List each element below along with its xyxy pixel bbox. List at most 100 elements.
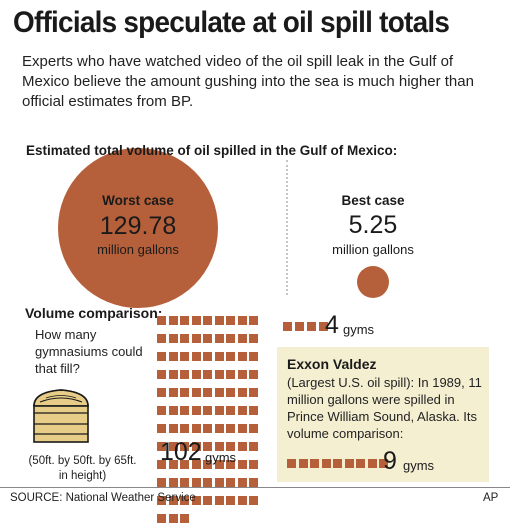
gym-square [157, 460, 166, 469]
gym-square [180, 514, 189, 523]
gym-square [157, 388, 166, 397]
gym-square [203, 460, 212, 469]
gym-square [237, 352, 247, 361]
exxon-description: (Largest U.S. oil spill): In 1989, 11 mi… [287, 375, 482, 441]
gym-square [214, 388, 224, 397]
gym-square [180, 442, 189, 451]
gym-square [157, 334, 166, 343]
gym-square [249, 334, 258, 343]
volume-question: How many gymnasiums could that fill? [35, 327, 143, 376]
gym-square [214, 442, 224, 451]
gym-square [237, 442, 247, 451]
gym-square [191, 370, 201, 379]
gym-square [168, 496, 178, 505]
gym-square [191, 442, 201, 451]
gym-square [237, 460, 247, 469]
worst-case-label: Worst case [102, 193, 174, 208]
gym-square [168, 406, 178, 415]
gym-square [249, 496, 258, 505]
best-case-label: Best case [341, 193, 405, 208]
gym-square [180, 352, 189, 361]
gym-square [226, 442, 235, 451]
gym-square [191, 496, 201, 505]
chart-heading: Estimated total volume of oil spilled in… [26, 143, 398, 158]
gym-square [214, 370, 224, 379]
gym-square [168, 334, 178, 343]
best-case-unit: million gallons [332, 242, 414, 257]
gym-square [379, 459, 388, 468]
gym-square [249, 460, 258, 469]
gym-square [191, 316, 201, 325]
gym-square [214, 406, 224, 415]
gym-square [168, 316, 178, 325]
gym-square [191, 334, 201, 343]
gym-square [237, 370, 247, 379]
gym-square [237, 496, 247, 505]
gym-square [191, 352, 201, 361]
gym-square [249, 352, 258, 361]
gym-square [168, 442, 178, 451]
worst-case-circle [58, 148, 218, 308]
gym-square [157, 496, 166, 505]
worst-case-value: 129.78 [99, 212, 177, 240]
gym-square [237, 424, 247, 433]
gym-square [226, 424, 235, 433]
gym-square [203, 442, 212, 451]
gym-square [283, 322, 292, 331]
gym-square [157, 478, 166, 487]
gym-square [180, 424, 189, 433]
gym-square [168, 424, 178, 433]
worst-case-unit: million gallons [97, 242, 179, 257]
gym-square [203, 406, 212, 415]
gym-square [214, 424, 224, 433]
gym-square [168, 514, 178, 523]
gym-square [180, 388, 189, 397]
gym-square [168, 370, 178, 379]
gym-square [214, 460, 224, 469]
worst-gyms-unit: gyms [205, 450, 237, 465]
gym-square [203, 334, 212, 343]
gym-square [203, 478, 212, 487]
gym-square [333, 459, 342, 468]
gym-square [319, 322, 328, 331]
gym-square [157, 514, 166, 523]
gym-square [226, 460, 235, 469]
gym-square [249, 442, 258, 451]
footer-divider [0, 487, 510, 488]
gym-square [203, 316, 212, 325]
gym-square [180, 406, 189, 415]
gym-square [310, 459, 319, 468]
gym-square [237, 316, 247, 325]
gym-square [180, 496, 189, 505]
gym-square [168, 478, 178, 487]
best-gyms-squares [283, 322, 331, 340]
gym-square [226, 352, 235, 361]
exxon-title: Exxon Valdez [287, 356, 377, 372]
gym-square [226, 478, 235, 487]
gym-square [249, 406, 258, 415]
gymnasium-icon [30, 380, 92, 451]
best-gyms-number: 4 [325, 311, 339, 339]
gym-square [180, 370, 189, 379]
gym-square [191, 406, 201, 415]
gym-square [344, 459, 354, 468]
gym-square [226, 496, 235, 505]
best-case-value: 5.25 [348, 211, 398, 239]
gym-square [249, 478, 258, 487]
gym-square [226, 316, 235, 325]
gym-square [157, 352, 166, 361]
gym-square [157, 442, 166, 451]
intro-text: Experts who have watched video of the oi… [22, 53, 474, 110]
gym-square [214, 316, 224, 325]
gym-square [321, 459, 331, 468]
gym-square [203, 496, 212, 505]
exxon-gyms-squares [287, 459, 391, 477]
exxon-gyms-unit: gyms [403, 458, 435, 473]
gym-square [226, 370, 235, 379]
gym-square [214, 496, 224, 505]
gym-square [237, 388, 247, 397]
gym-square [307, 322, 316, 331]
gym-square [191, 424, 201, 433]
gym-square [157, 406, 166, 415]
gym-square [168, 352, 178, 361]
